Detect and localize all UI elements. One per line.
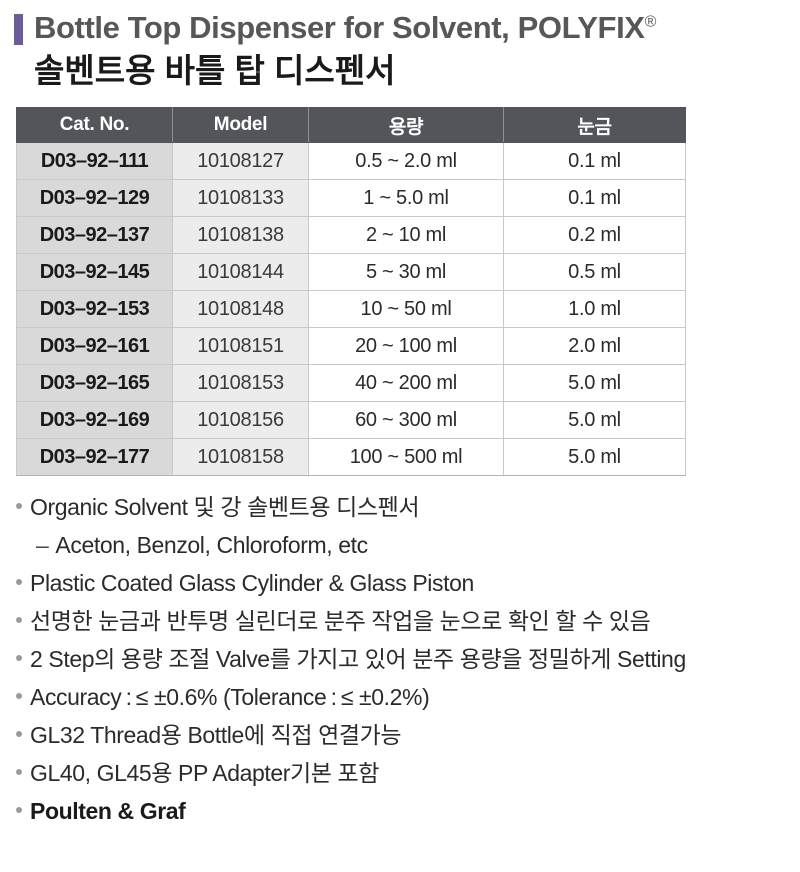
bullet-dot-icon xyxy=(16,693,22,699)
cell-model: 10108144 xyxy=(172,253,309,291)
spec-table-container: Cat. No. Model 용량 눈금 D03–92–111 10108127 0… xyxy=(16,107,686,476)
feature-item: Plastic Coated Glass Cylinder & Glass Pi… xyxy=(16,564,786,602)
cell-volume: 60 ~ 300 ml xyxy=(308,401,504,439)
cell-cat-no: D03–92–129 xyxy=(16,179,173,217)
spec-table-body: D03–92–111 10108127 0.5 ~ 2.0 ml 0.1 ml D03–… xyxy=(16,142,686,476)
cell-graduation: 0.2 ml xyxy=(503,216,686,254)
registered-trademark-icon: ® xyxy=(644,13,657,31)
cell-volume: 2 ~ 10 ml xyxy=(308,216,504,254)
cell-cat-no: D03–92–111 xyxy=(16,142,173,180)
bullet-dot-icon xyxy=(16,655,22,661)
page-title-korean: 솔벤트용 바틀 탑 디스펜서 xyxy=(34,52,396,89)
cell-model: 10108153 xyxy=(172,364,309,402)
spec-table-head: Cat. No. Model 용량 눈금 xyxy=(16,107,686,143)
cell-graduation: 0.1 ml xyxy=(503,142,686,180)
cell-graduation: 5.0 ml xyxy=(503,438,686,476)
feature-text: GL32 Thread용 Bottle에 직접 연결가능 xyxy=(30,722,402,748)
spec-table: Cat. No. Model 용량 눈금 D03–92–111 10108127 0… xyxy=(16,107,686,476)
table-row: D03–92–161 10108151 20 ~ 100 ml 2.0 ml xyxy=(16,327,686,365)
bullet-dot-icon xyxy=(16,579,22,585)
table-row: D03–92–169 10108156 60 ~ 300 ml 5.0 ml xyxy=(16,401,686,439)
cell-graduation: 1.0 ml xyxy=(503,290,686,328)
cell-volume: 40 ~ 200 ml xyxy=(308,364,504,402)
cell-graduation: 0.1 ml xyxy=(503,179,686,217)
cell-volume: 5 ~ 30 ml xyxy=(308,253,504,291)
table-row: D03–92–177 10108158 100 ~ 500 ml 5.0 ml xyxy=(16,438,686,476)
cell-volume: 10 ~ 50 ml xyxy=(308,290,504,328)
cell-model: 10108156 xyxy=(172,401,309,439)
dash-icon: – xyxy=(36,532,49,558)
cell-volume: 20 ~ 100 ml xyxy=(308,327,504,365)
cell-volume: 1 ~ 5.0 ml xyxy=(308,179,504,217)
page-title-english-text: Bottle Top Dispenser for Solvent, POLYFI… xyxy=(34,10,645,45)
column-header-graduation: 눈금 xyxy=(503,107,686,143)
feature-sub-item: – Aceton, Benzol, Chloroform, etc xyxy=(16,526,786,564)
feature-item: Organic Solvent 및 강 솔벤트용 디스펜서 xyxy=(16,488,786,526)
page-header: Bottle Top Dispenser for Solvent, POLYFI… xyxy=(0,0,800,93)
cell-graduation: 0.5 ml xyxy=(503,253,686,291)
cell-cat-no: D03–92–165 xyxy=(16,364,173,402)
table-row: D03–92–137 10108138 2 ~ 10 ml 0.2 ml xyxy=(16,216,686,254)
cell-cat-no: D03–92–161 xyxy=(16,327,173,365)
cell-volume: 0.5 ~ 2.0 ml xyxy=(308,142,504,180)
cell-model: 10108138 xyxy=(172,216,309,254)
cell-model: 10108148 xyxy=(172,290,309,328)
feature-text: Poulten & Graf xyxy=(30,798,186,824)
cell-cat-no: D03–92–137 xyxy=(16,216,173,254)
column-header-model: Model xyxy=(172,107,309,143)
cell-cat-no: D03–92–177 xyxy=(16,438,173,476)
feature-item: Accuracy : ≤ ±0.6% (Tolerance : ≤ ±0.2%) xyxy=(16,678,786,716)
cell-model: 10108151 xyxy=(172,327,309,365)
table-header-row: Cat. No. Model 용량 눈금 xyxy=(16,107,686,143)
feature-item: 선명한 눈금과 반투명 실린더로 분주 작업을 눈으로 확인 할 수 있음 xyxy=(16,602,786,640)
cell-cat-no: D03–92–145 xyxy=(16,253,173,291)
cell-model: 10108158 xyxy=(172,438,309,476)
table-row: D03–92–111 10108127 0.5 ~ 2.0 ml 0.1 ml xyxy=(16,142,686,180)
cell-cat-no: D03–92–169 xyxy=(16,401,173,439)
table-row: D03–92–165 10108153 40 ~ 200 ml 5.0 ml xyxy=(16,364,686,402)
bullet-dot-icon xyxy=(16,503,22,509)
feature-text: Accuracy : ≤ ±0.6% (Tolerance : ≤ ±0.2%) xyxy=(30,684,430,710)
column-header-volume: 용량 xyxy=(308,107,504,143)
accent-bar-icon xyxy=(14,14,23,45)
feature-list: Organic Solvent 및 강 솔벤트용 디스펜서 – Aceton, Be… xyxy=(16,488,786,830)
cell-cat-no: D03–92–153 xyxy=(16,290,173,328)
column-header-cat-no: Cat. No. xyxy=(16,107,173,143)
bullet-dot-icon xyxy=(16,731,22,737)
page-title-english: Bottle Top Dispenser for Solvent, POLYFI… xyxy=(34,8,656,48)
feature-text: 2 Step의 용량 조절 Valve를 가지고 있어 분주 용량을 정밀하게 … xyxy=(30,646,686,672)
cell-volume: 100 ~ 500 ml xyxy=(308,438,504,476)
feature-text: Organic Solvent 및 강 솔벤트용 디스펜서 xyxy=(30,494,420,520)
bullet-dot-icon xyxy=(16,807,22,813)
feature-item: 2 Step의 용량 조절 Valve를 가지고 있어 분주 용량을 정밀하게 … xyxy=(16,640,786,678)
cell-model: 10108127 xyxy=(172,142,309,180)
feature-text: 선명한 눈금과 반투명 실린더로 분주 작업을 눈으로 확인 할 수 있음 xyxy=(30,608,651,634)
bullet-dot-icon xyxy=(16,769,22,775)
feature-item: GL40, GL45용 PP Adapter기본 포함 xyxy=(16,754,786,792)
title-row: Bottle Top Dispenser for Solvent, POLYFI… xyxy=(14,8,800,48)
cell-graduation: 2.0 ml xyxy=(503,327,686,365)
cell-graduation: 5.0 ml xyxy=(503,401,686,439)
feature-text: Plastic Coated Glass Cylinder & Glass Pi… xyxy=(30,570,474,596)
cell-graduation: 5.0 ml xyxy=(503,364,686,402)
table-row: D03–92–153 10108148 10 ~ 50 ml 1.0 ml xyxy=(16,290,686,328)
table-row: D03–92–145 10108144 5 ~ 30 ml 0.5 ml xyxy=(16,253,686,291)
bullet-dot-icon xyxy=(16,617,22,623)
feature-text: GL40, GL45용 PP Adapter기본 포함 xyxy=(30,760,380,786)
cell-model: 10108133 xyxy=(172,179,309,217)
feature-item: Poulten & Graf xyxy=(16,792,786,830)
table-row: D03–92–129 10108133 1 ~ 5.0 ml 0.1 ml xyxy=(16,179,686,217)
feature-item: GL32 Thread용 Bottle에 직접 연결가능 xyxy=(16,716,786,754)
feature-text: Aceton, Benzol, Chloroform, etc xyxy=(55,532,368,558)
